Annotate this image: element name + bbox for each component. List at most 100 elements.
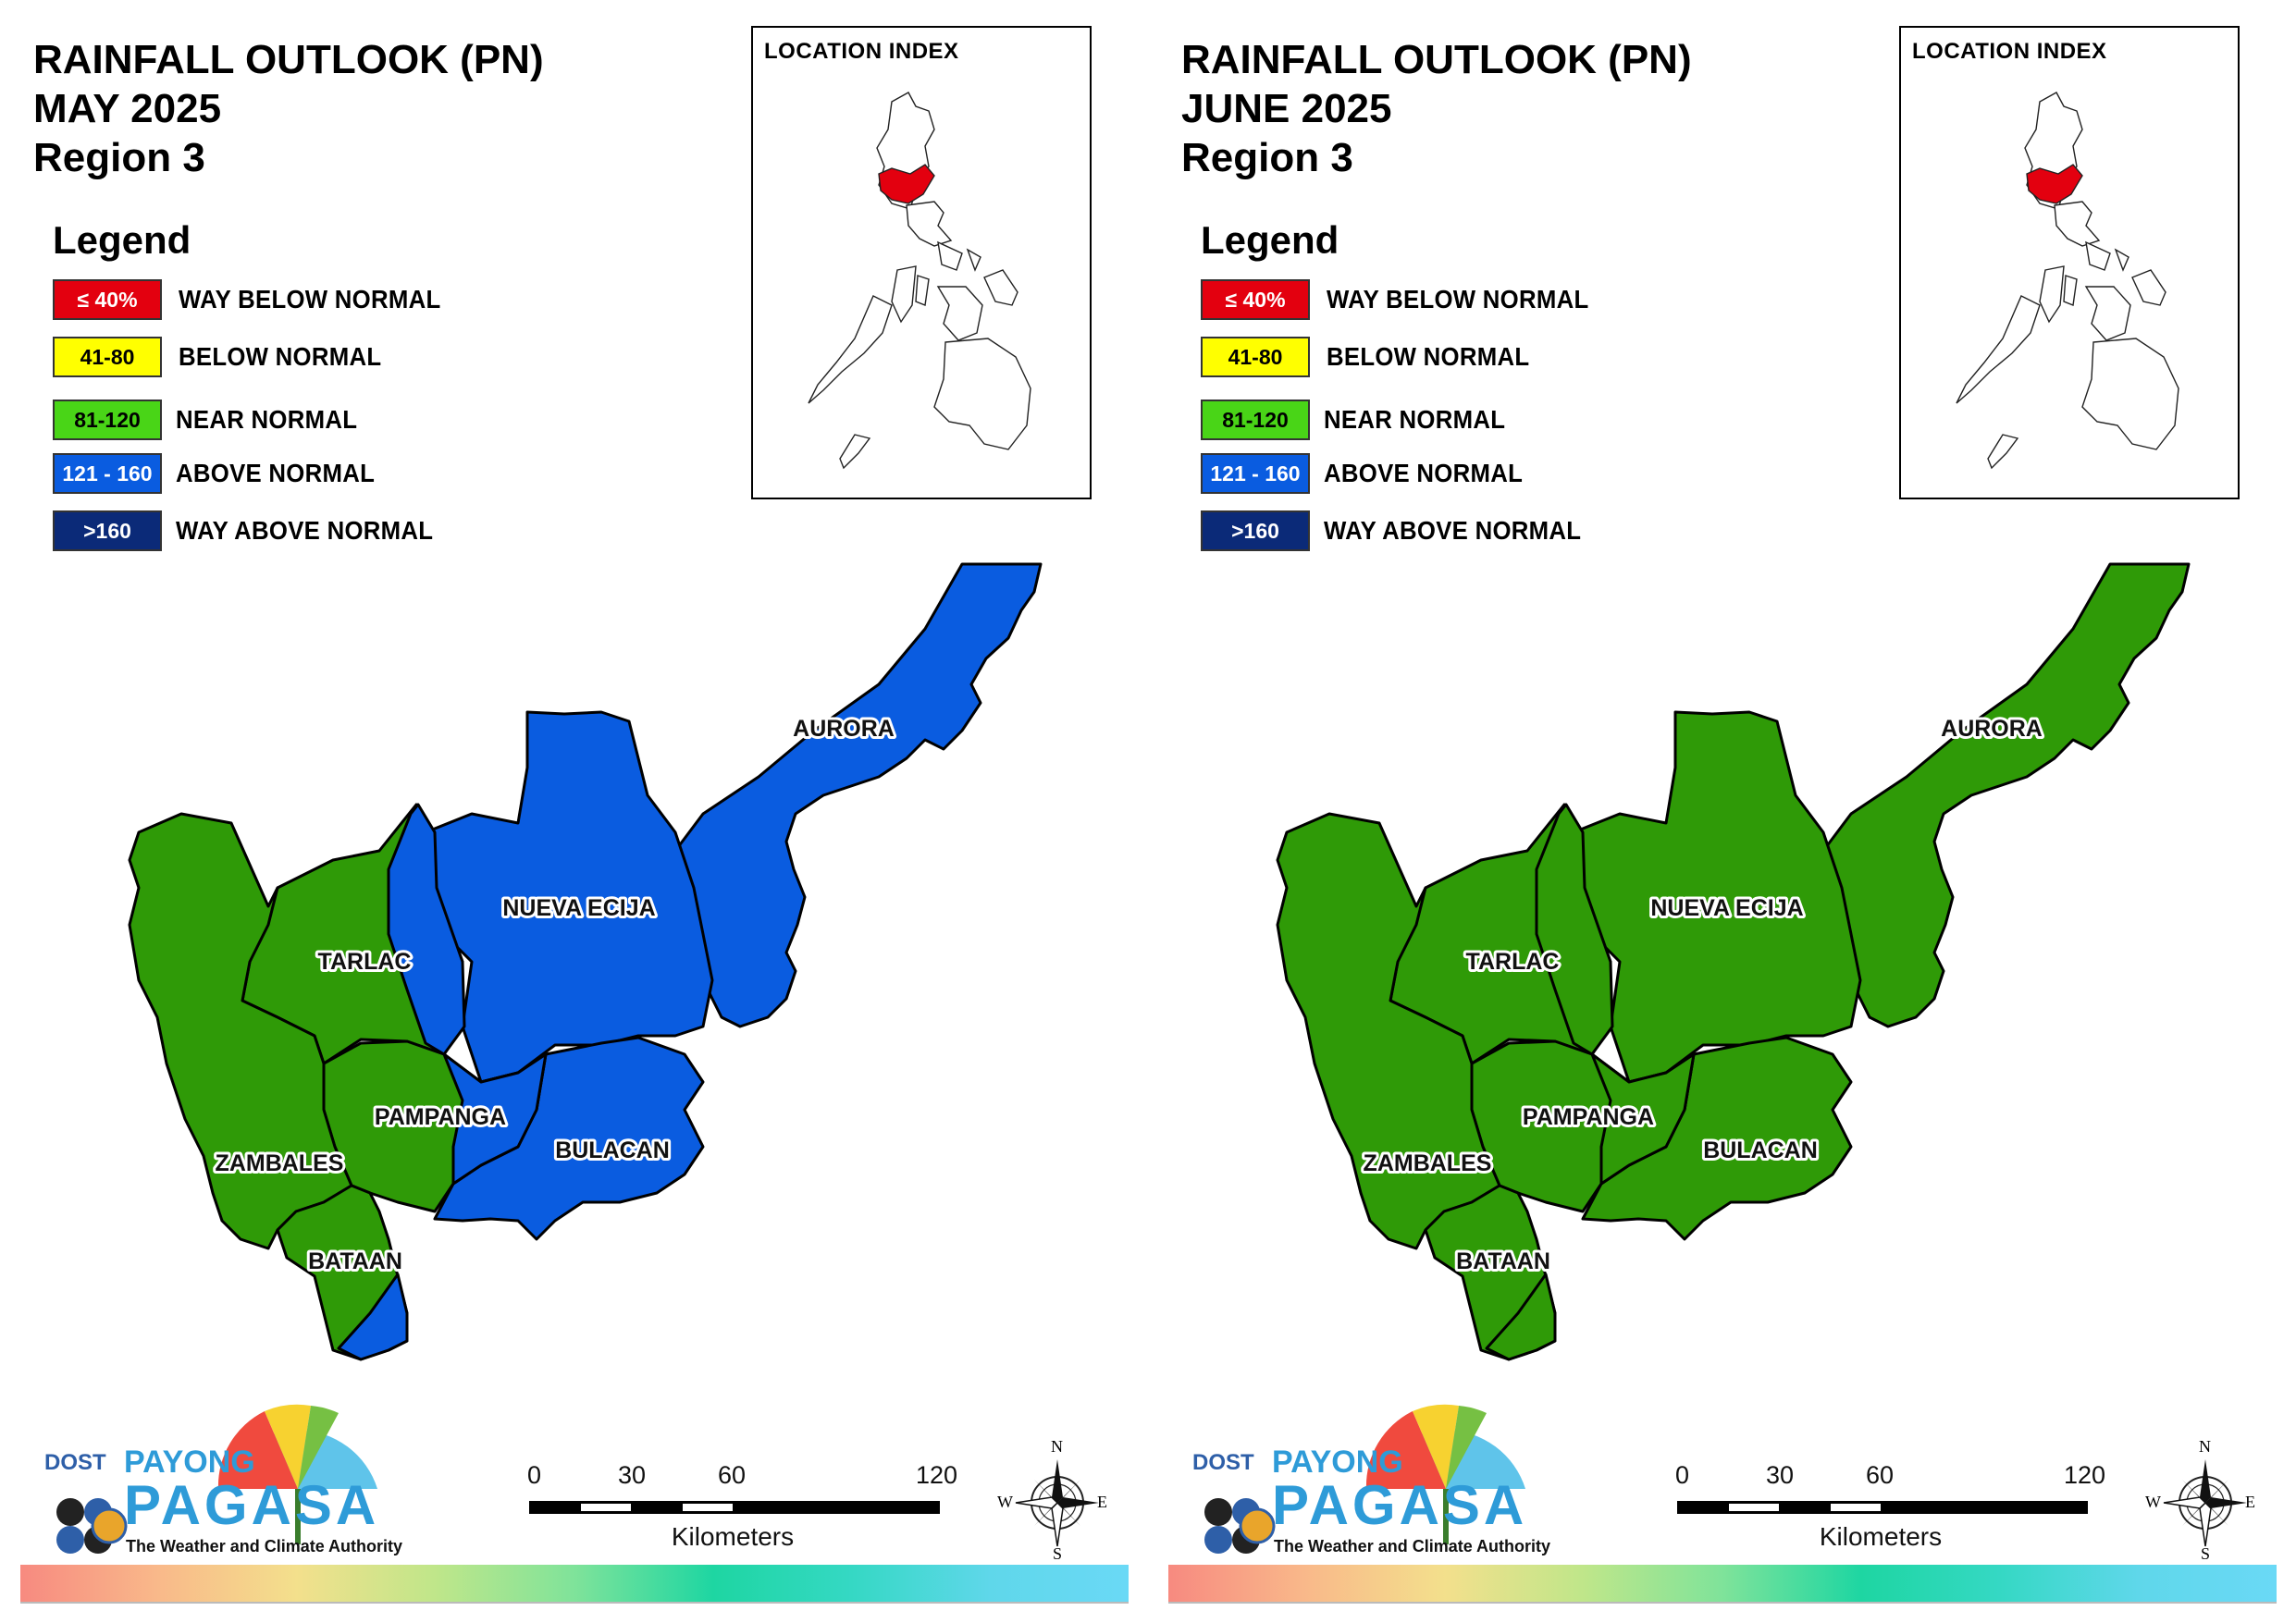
scale-bar: 0 30 60 120 Kilometers — [527, 1461, 962, 1563]
inset-title: LOCATION INDEX — [1912, 39, 2107, 64]
province-bataan-south — [1485, 1273, 1557, 1361]
region-3-highlight — [2026, 164, 2083, 204]
province-label-nueva-ecija: NUEVA ECIJA — [1650, 895, 1803, 921]
compass-n: N — [1051, 1437, 1063, 1456]
legend-item-near-normal: 81-120 NEAR NORMAL — [53, 400, 571, 440]
legend-swatch: 41-80 — [1201, 337, 1310, 377]
province-label-bataan: BATAAN — [1456, 1248, 1550, 1274]
legend-item-below-normal: 41-80 BELOW NORMAL — [1201, 337, 1719, 377]
scale-tick: 30 — [1766, 1461, 1795, 1489]
scale-tick: 60 — [1866, 1461, 1895, 1489]
province-label-aurora: AURORA — [793, 716, 895, 742]
tagline-text: The Weather and Climate Authority — [126, 1537, 403, 1555]
philippines-outline-map — [808, 92, 1031, 470]
province-tarlac-east — [387, 803, 466, 1056]
legend-swatch: 81-120 — [1201, 400, 1310, 440]
pagasa-text: PAGASA — [1272, 1474, 1528, 1536]
province-label-tarlac: TARLAC — [318, 949, 412, 975]
umbrella-logo-graphic — [1204, 1404, 1525, 1554]
map-title: RAINFALL OUTLOOK (PN) JUNE 2025 Region 3 — [1181, 35, 1692, 182]
legend-swatch: 121 - 160 — [53, 453, 162, 494]
region-3-province-map: AURORA NUEVA ECIJA TARLAC PAMPANGA BULAC… — [1276, 562, 2191, 1361]
province-label-zambales: ZAMBALES — [216, 1150, 344, 1176]
legend-item-near-normal: 81-120 NEAR NORMAL — [1201, 400, 1719, 440]
province-label-bulacan: BULACAN — [1703, 1137, 1818, 1163]
legend-item-below-normal: 41-80 BELOW NORMAL — [53, 337, 571, 377]
title-line-3: Region 3 — [33, 135, 205, 180]
province-aurora — [673, 562, 1043, 1028]
payong-pagasa-logo: DOST PAYONG PAGASA The Weather and Clima… — [33, 1387, 403, 1563]
scale-tick: 0 — [1675, 1461, 1690, 1489]
legend-label: ABOVE NORMAL — [176, 459, 376, 487]
legend-label: NEAR NORMAL — [176, 405, 358, 434]
province-label-pampanga: PAMPANGA — [375, 1104, 506, 1130]
footer-divider — [20, 1602, 1129, 1604]
compass-e: E — [2245, 1493, 2255, 1511]
title-line-2: JUNE 2025 — [1181, 86, 1392, 131]
scale-unit: Kilometers — [1819, 1522, 1943, 1551]
legend-swatch: 81-120 — [53, 400, 162, 440]
legend-label: WAY BELOW NORMAL — [179, 285, 441, 314]
province-pampanga-east — [1590, 1052, 1696, 1186]
legend-title: Legend — [53, 218, 191, 262]
footer-gradient-bar — [20, 1565, 1129, 1602]
legend-item-above-normal: 121 - 160 ABOVE NORMAL — [53, 453, 571, 494]
scale-tick: 0 — [527, 1461, 542, 1489]
province-label-zambales: ZAMBALES — [1364, 1150, 1492, 1176]
panel-june: RAINFALL OUTLOOK (PN) JUNE 2025 Region 3… — [1148, 0, 2296, 1623]
province-tarlac-east — [1535, 803, 1614, 1056]
legend-label: WAY ABOVE NORMAL — [176, 516, 434, 545]
province-label-aurora: AURORA — [1941, 716, 2043, 742]
legend-swatch: >160 — [1201, 510, 1310, 551]
legend-label: BELOW NORMAL — [179, 342, 382, 371]
compass-e: E — [1097, 1493, 1107, 1511]
payong-text: PAYONG — [1272, 1445, 1403, 1480]
province-label-pampanga: PAMPANGA — [1523, 1104, 1654, 1130]
legend-item-way-below-normal: ≤ 40% WAY BELOW NORMAL — [53, 279, 571, 320]
legend-item-above-normal: 121 - 160 ABOVE NORMAL — [1201, 453, 1719, 494]
compass-w: W — [997, 1493, 1013, 1511]
compass-s: S — [1053, 1544, 1063, 1563]
province-label-nueva-ecija: NUEVA ECIJA — [502, 895, 655, 921]
inset-title: LOCATION INDEX — [764, 39, 959, 64]
legend-item-way-above-normal: >160 WAY ABOVE NORMAL — [1201, 510, 1719, 551]
legend-label: BELOW NORMAL — [1327, 342, 1530, 371]
legend-label: ABOVE NORMAL — [1324, 459, 1524, 487]
region-3-province-map: AURORA NUEVA ECIJA TARLAC PAMPANGA BULAC… — [128, 562, 1043, 1361]
scale-tick: 30 — [618, 1461, 647, 1489]
legend-swatch: ≤ 40% — [1201, 279, 1310, 320]
legend-label: WAY ABOVE NORMAL — [1324, 516, 1582, 545]
scale-bar-graphic — [529, 1501, 940, 1514]
legend-item-way-below-normal: ≤ 40% WAY BELOW NORMAL — [1201, 279, 1719, 320]
compass-s: S — [2201, 1544, 2211, 1563]
province-label-tarlac: TARLAC — [1466, 949, 1560, 975]
title-line-3: Region 3 — [1181, 135, 1353, 180]
scale-tick: 120 — [2064, 1461, 2106, 1489]
philippines-outline-map — [1956, 92, 2179, 470]
payong-text: PAYONG — [124, 1445, 255, 1480]
legend-swatch: 121 - 160 — [1201, 453, 1310, 494]
legend-label: WAY BELOW NORMAL — [1327, 285, 1589, 314]
scale-tick: 60 — [718, 1461, 747, 1489]
north-arrow-compass-icon: N S E W — [997, 1437, 1108, 1563]
payong-pagasa-logo: DOST PAYONG PAGASA The Weather and Clima… — [1181, 1387, 1551, 1563]
dost-text: DOST — [1192, 1450, 1254, 1475]
legend-item-way-above-normal: >160 WAY ABOVE NORMAL — [53, 510, 571, 551]
tagline-text: The Weather and Climate Authority — [1274, 1537, 1551, 1555]
panel-may: RAINFALL OUTLOOK (PN) MAY 2025 Region 3 … — [20, 26, 1129, 1604]
north-arrow-compass-icon: N S E W — [2145, 1437, 2256, 1563]
map-title: RAINFALL OUTLOOK (PN) MAY 2025 Region 3 — [33, 35, 544, 182]
scale-unit: Kilometers — [671, 1522, 795, 1551]
title-line-1: RAINFALL OUTLOOK (PN) — [1181, 37, 1692, 82]
legend-swatch: ≤ 40% — [53, 279, 162, 320]
footer-gradient-bar — [1168, 1565, 2277, 1602]
dost-text: DOST — [44, 1450, 106, 1475]
compass-w: W — [2145, 1493, 2161, 1511]
province-label-bataan: BATAAN — [308, 1248, 402, 1274]
title-line-2: MAY 2025 — [33, 86, 222, 131]
region-3-highlight — [878, 164, 935, 204]
scale-tick: 120 — [916, 1461, 958, 1489]
title-line-1: RAINFALL OUTLOOK (PN) — [33, 37, 544, 82]
province-aurora — [1821, 562, 2191, 1028]
province-bataan-south — [337, 1273, 409, 1361]
